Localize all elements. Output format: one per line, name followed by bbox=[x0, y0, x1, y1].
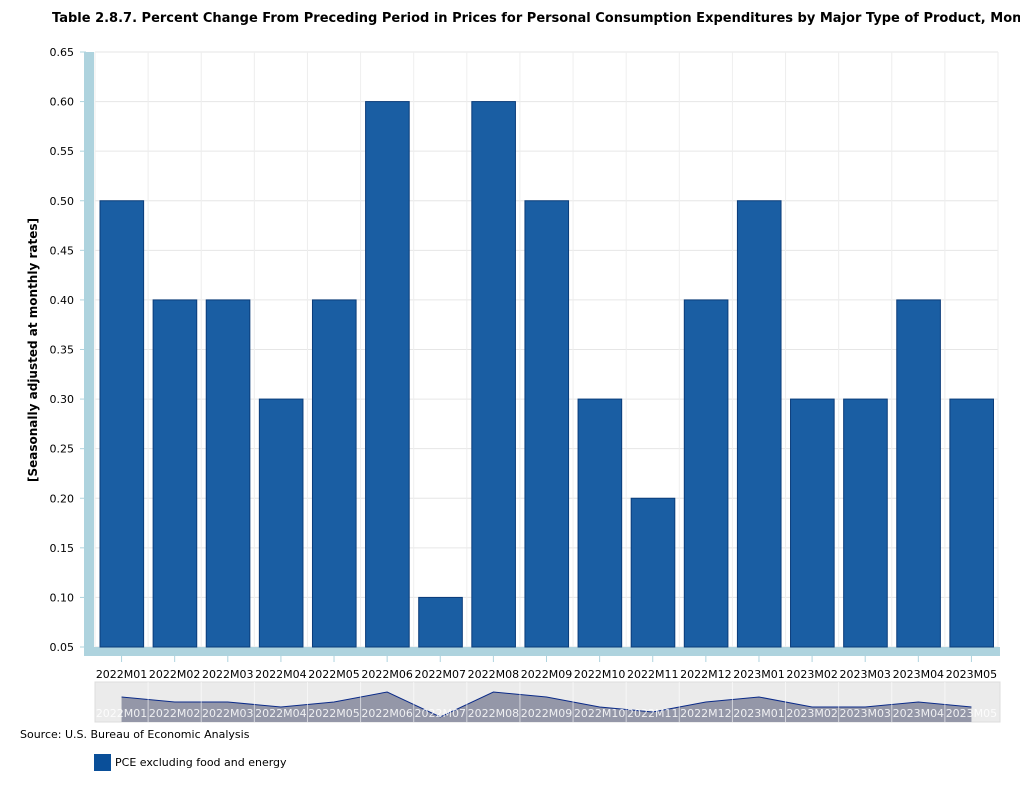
navigator-label: 2023M02 bbox=[786, 707, 837, 720]
navigator-label: 2022M01 bbox=[96, 707, 147, 720]
chart-title: Table 2.8.7. Percent Change From Precedi… bbox=[52, 11, 1020, 26]
x-tick-label: 2022M08 bbox=[468, 668, 519, 681]
x-tick-label: 2022M10 bbox=[574, 668, 625, 681]
x-tick-label: 2022M05 bbox=[308, 668, 359, 681]
y-tick-label: 0.30 bbox=[50, 393, 75, 406]
x-tick-label: 2023M02 bbox=[786, 668, 837, 681]
y-tick-label: 0.45 bbox=[50, 244, 75, 257]
y-tick-label: 0.65 bbox=[50, 46, 75, 59]
x-tick-label: 2023M05 bbox=[946, 668, 997, 681]
x-axis-band bbox=[84, 647, 1000, 656]
bar-2022M07 bbox=[418, 596, 463, 648]
x-tick-label: 2022M03 bbox=[202, 668, 253, 681]
y-axis-band bbox=[84, 52, 94, 656]
navigator-label: 2023M03 bbox=[839, 707, 890, 720]
y-tick-label: 0.10 bbox=[50, 591, 75, 604]
bar-2022M08 bbox=[471, 101, 516, 648]
x-tick-label: 2022M01 bbox=[96, 668, 147, 681]
x-tick-label: 2023M03 bbox=[839, 668, 890, 681]
bar-2022M05 bbox=[311, 299, 357, 648]
navigator-label: 2022M02 bbox=[149, 707, 200, 720]
bar-2023M02 bbox=[790, 398, 835, 648]
y-tick-label: 0.25 bbox=[50, 443, 75, 456]
bar-2022M11 bbox=[630, 497, 676, 648]
navigator-label: 2022M09 bbox=[521, 707, 572, 720]
navigator-area bbox=[121, 692, 972, 722]
bar-2022M04 bbox=[258, 398, 304, 648]
navigator-label: 2023M04 bbox=[893, 707, 944, 720]
navigator-label: 2023M05 bbox=[946, 707, 997, 720]
navigator-label: 2022M10 bbox=[574, 707, 625, 720]
x-tick-label: 2022M04 bbox=[255, 668, 306, 681]
bar-2023M03 bbox=[843, 398, 888, 648]
x-tick-label: 2022M02 bbox=[149, 668, 200, 681]
y-tick-label: 0.20 bbox=[50, 492, 75, 505]
navigator-label: 2022M06 bbox=[361, 707, 412, 720]
x-tick-label: 2022M12 bbox=[680, 668, 731, 681]
navigator-label: 2023M01 bbox=[733, 707, 784, 720]
bar-2022M02 bbox=[152, 299, 198, 648]
navigator-label: 2022M12 bbox=[680, 707, 731, 720]
y-axis-title: [Seasonally adjusted at monthly rates] bbox=[26, 218, 40, 482]
x-tick-label: 2022M06 bbox=[361, 668, 412, 681]
bar-2022M03 bbox=[205, 299, 251, 648]
navigator-line bbox=[121, 691, 972, 718]
x-tick-label: 2022M07 bbox=[415, 668, 466, 681]
legend-swatch bbox=[94, 754, 111, 771]
source-note: Source: U.S. Bureau of Economic Analysis bbox=[20, 728, 250, 741]
y-tick-label: 0.55 bbox=[50, 145, 75, 158]
bar-2023M05 bbox=[949, 398, 994, 648]
y-tick-label: 0.40 bbox=[50, 294, 75, 307]
bar-chart: 0.05 0.10 0.15 0.20 0.25 0.30 0.35 0.40 0.45 0.50… bbox=[26, 46, 1001, 723]
navigator-label: 2022M04 bbox=[255, 707, 306, 720]
bar-2023M04 bbox=[896, 299, 941, 648]
navigator-label: 2022M08 bbox=[468, 707, 519, 720]
bar-2022M01 bbox=[99, 200, 145, 648]
bar-2022M09 bbox=[524, 200, 570, 648]
x-tick-label: 2022M11 bbox=[627, 668, 678, 681]
y-tick-label: 0.35 bbox=[50, 344, 75, 357]
x-tick-label: 2022M09 bbox=[521, 668, 572, 681]
navigator-label: 2022M11 bbox=[627, 707, 678, 720]
bar-2022M12 bbox=[683, 299, 729, 648]
bar-2022M10 bbox=[577, 398, 623, 648]
y-tick-label: 0.60 bbox=[50, 96, 75, 109]
x-tick-label: 2023M01 bbox=[733, 668, 784, 681]
navigator-label: 2022M07 bbox=[415, 707, 466, 720]
navigator-label: 2022M05 bbox=[308, 707, 359, 720]
x-tick-label: 2023M04 bbox=[893, 668, 944, 681]
y-tick-label: 0.15 bbox=[50, 542, 75, 555]
y-tick-label: 0.50 bbox=[50, 195, 75, 208]
legend[interactable]: PCE excluding food and energy bbox=[94, 754, 287, 771]
bar-2023M01 bbox=[736, 200, 782, 648]
navigator-label: 2022M03 bbox=[202, 707, 253, 720]
bar-2022M06 bbox=[365, 101, 410, 648]
legend-label: PCE excluding food and energy bbox=[115, 756, 287, 769]
y-tick-label: 0.05 bbox=[50, 641, 75, 654]
